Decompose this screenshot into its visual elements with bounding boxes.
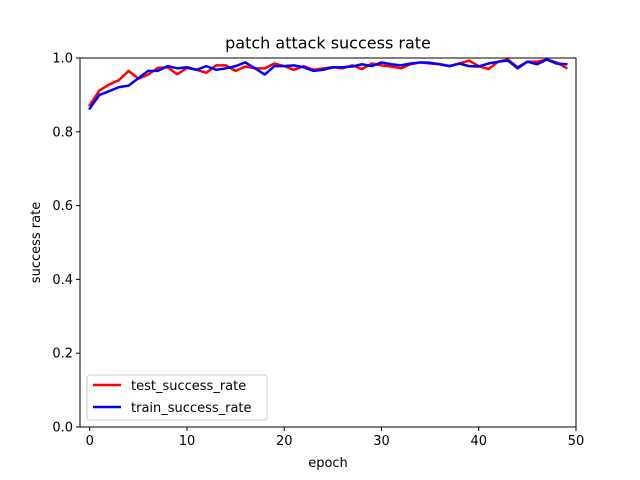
legend-label-test: test_success_rate xyxy=(131,379,246,394)
y-tick-label: 0.0 xyxy=(52,421,73,436)
series-layer xyxy=(87,58,568,111)
chart-title: patch attack success rate xyxy=(225,34,431,53)
x-tick-label: 50 xyxy=(568,434,585,449)
legend: test_success_rate train_success_rate xyxy=(86,374,268,421)
legend-box xyxy=(86,374,268,421)
y-tick-label: 0.8 xyxy=(52,125,73,140)
x-tick-label: 40 xyxy=(470,434,487,449)
y-axis-label: success rate xyxy=(29,202,44,283)
x-tick-label: 10 xyxy=(179,434,196,449)
series-line-train-success-rate xyxy=(87,58,568,111)
x-tick-label: 20 xyxy=(276,434,293,449)
y-tick-label: 0.6 xyxy=(52,199,73,214)
plot-frame xyxy=(79,57,577,428)
x-tick-label: 0 xyxy=(86,434,94,449)
y-tick-label: 1.0 xyxy=(52,52,73,67)
legend-label-train: train_success_rate xyxy=(131,401,252,416)
x-axis-ticks: 0 10 20 30 40 50 xyxy=(86,427,585,449)
x-tick-label: 30 xyxy=(373,434,390,449)
y-tick-label: 0.4 xyxy=(52,273,73,288)
plot-area xyxy=(80,58,576,427)
x-axis-label: epoch xyxy=(308,456,348,471)
y-axis-ticks: 0.0 0.2 0.4 0.6 0.8 1.0 xyxy=(52,52,80,436)
y-tick-label: 0.2 xyxy=(52,347,73,362)
